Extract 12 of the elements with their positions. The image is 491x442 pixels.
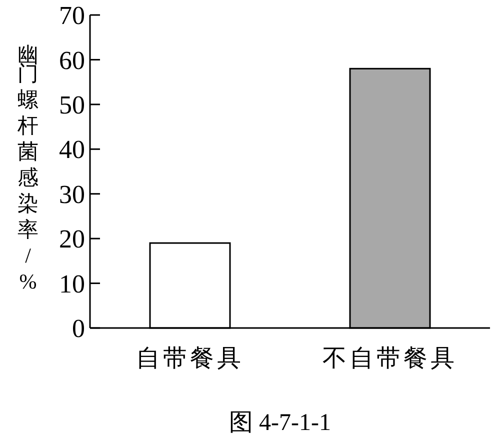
y-tick-label: 50 (59, 90, 85, 120)
x-tick-label: 不自带餐具 (322, 346, 458, 372)
y-tick-label: 20 (59, 224, 85, 254)
y-tick-label: 30 (59, 180, 85, 209)
caption: 图 4-7-1-1 (229, 410, 331, 436)
x-tick-label: 自带餐具 (136, 346, 244, 372)
y-tick-label: 60 (59, 46, 85, 75)
y-tick-label: 10 (59, 269, 85, 298)
y-tick-label: 40 (59, 135, 85, 164)
text: 幽门螺杆菌感染率/% (18, 42, 38, 294)
y-tick-label: 0 (72, 314, 85, 344)
y-tick-label: 70 (59, 1, 85, 30)
